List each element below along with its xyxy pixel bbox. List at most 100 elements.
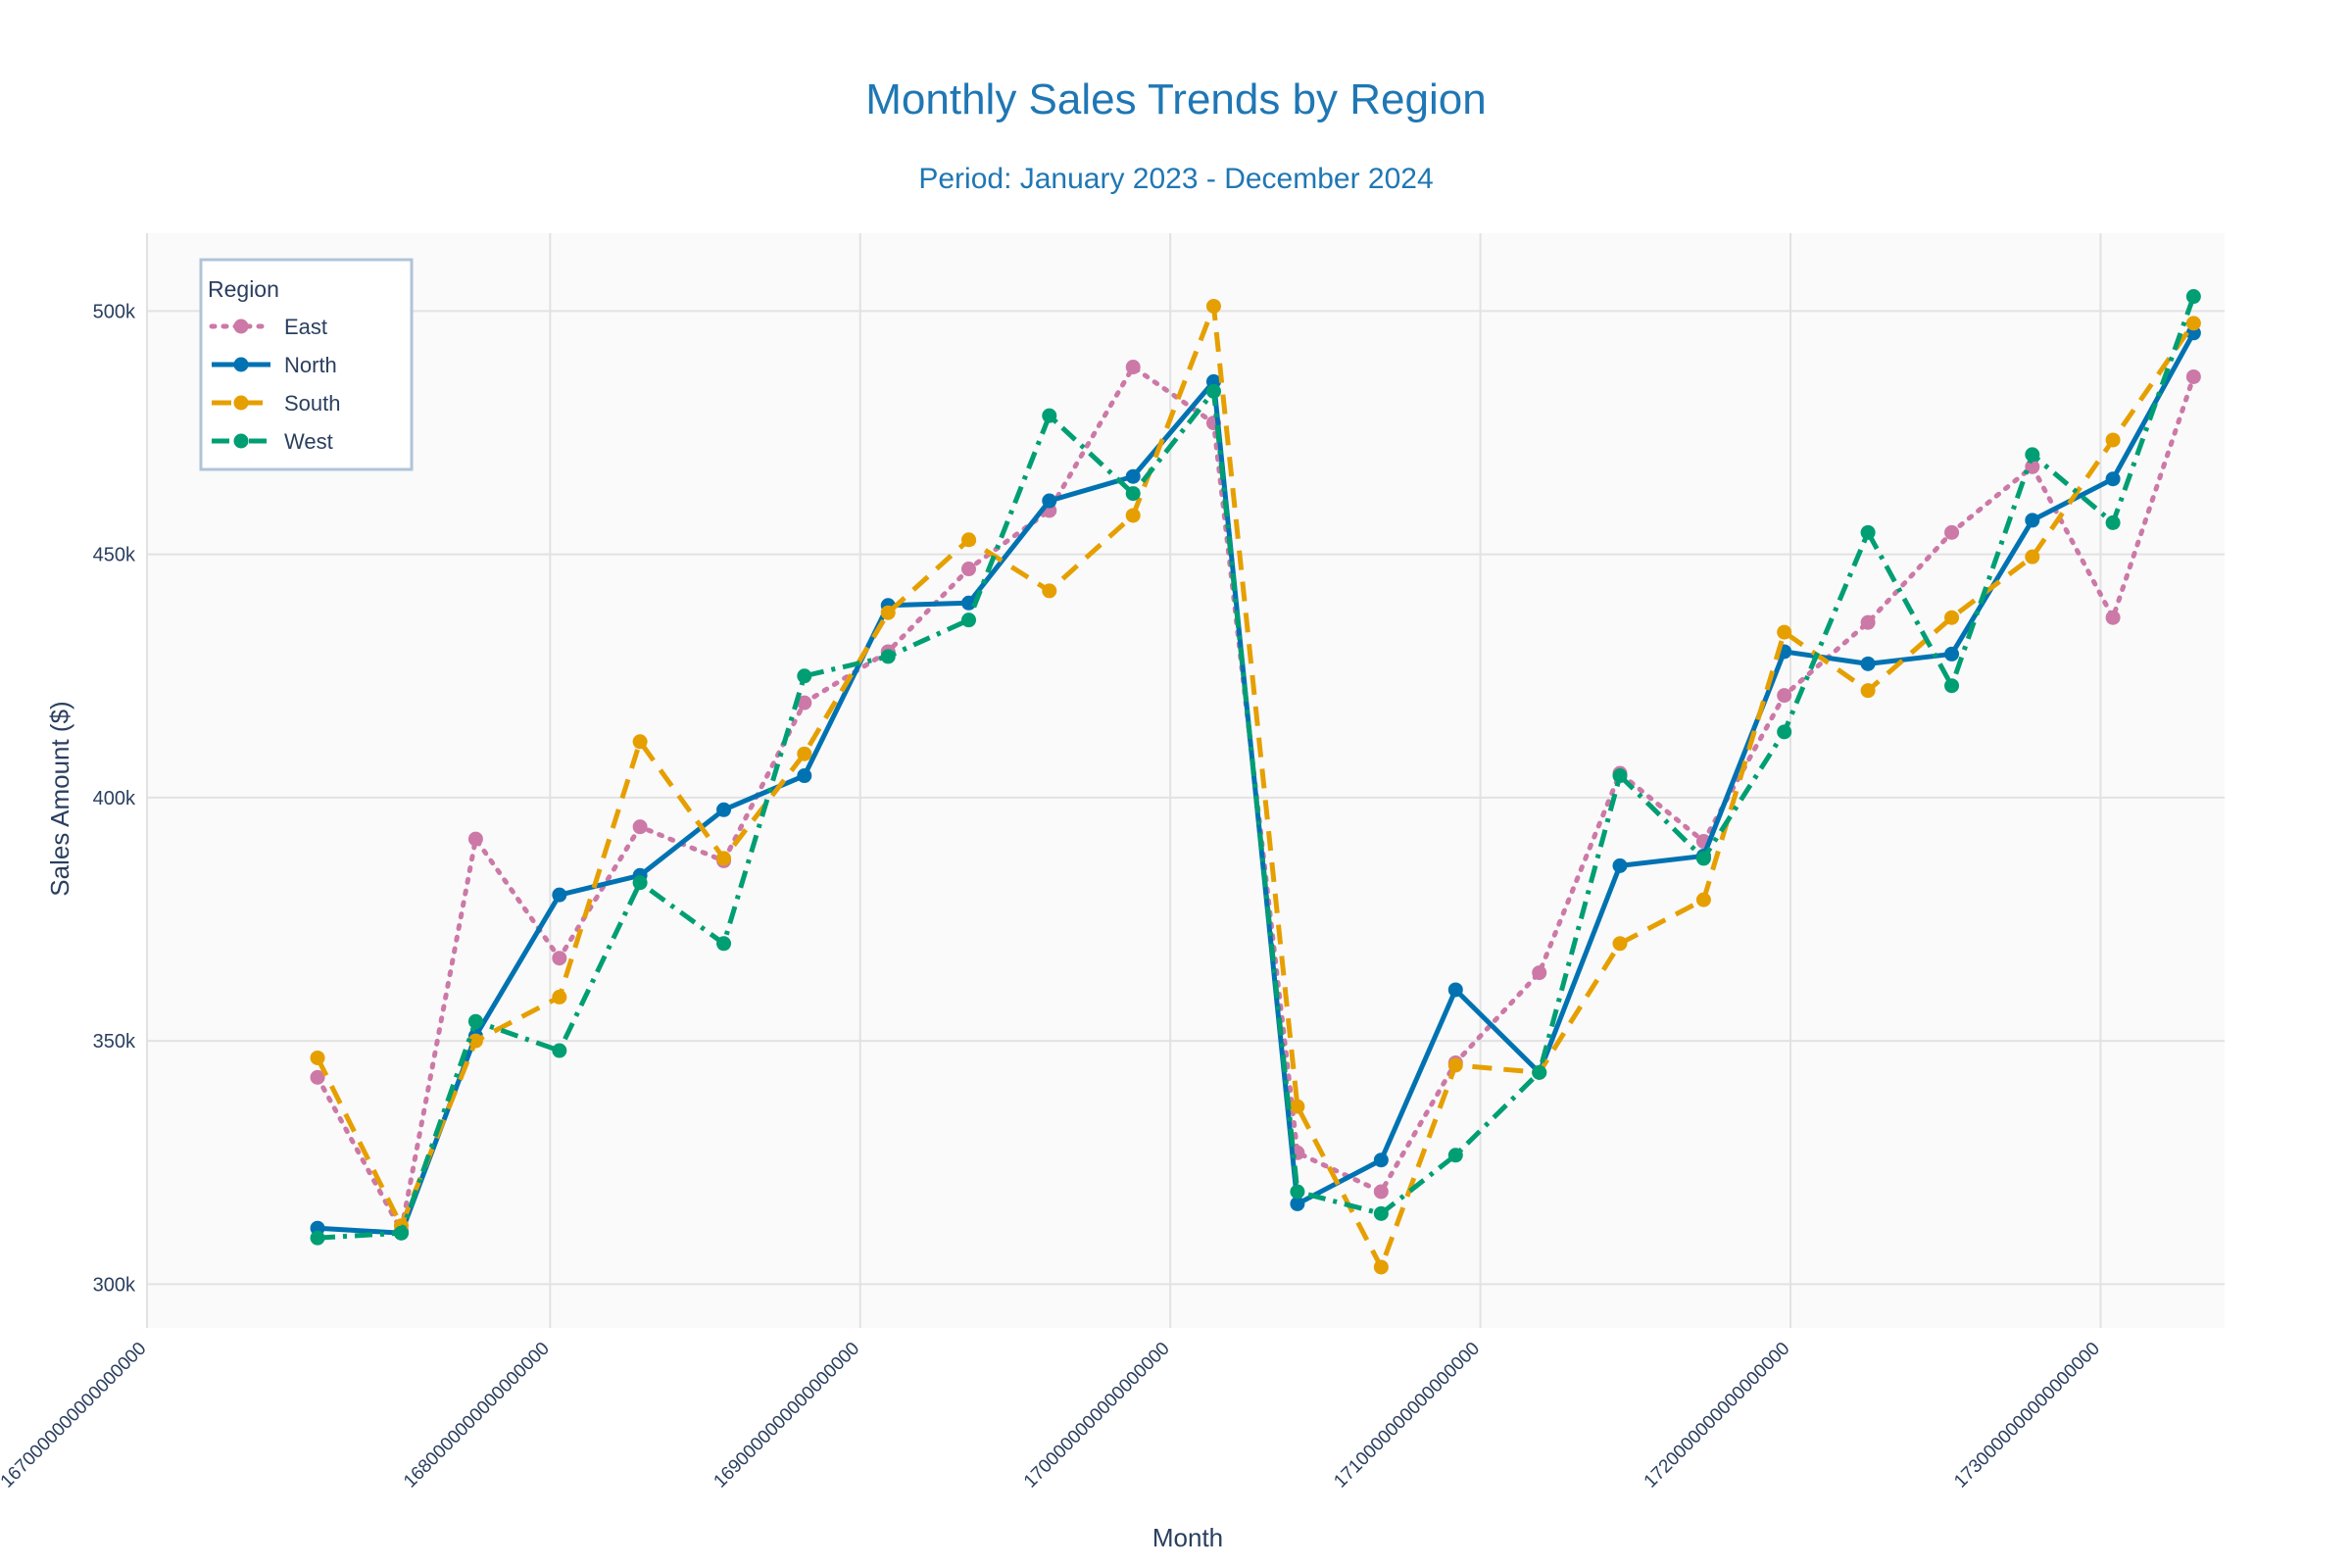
legend-items: East North South West [209,315,341,454]
data-point [552,1043,567,1058]
data-point [1447,1057,1463,1073]
data-point [2025,513,2040,528]
data-point [1125,468,1141,484]
data-point [552,989,567,1004]
data-point [1373,1205,1389,1221]
legend-item-west[interactable]: West [212,429,333,454]
chart-subtitle: Period: January 2023 - December 2024 [918,163,1433,195]
data-point [2105,432,2121,448]
y-tick-label: 500k [93,301,136,322]
data-point [1860,614,1876,630]
data-point [961,612,977,628]
data-point [310,1230,325,1246]
data-point [2105,610,2121,625]
data-point [797,695,812,710]
y-axis-title: Sales Amount ($) [45,701,74,896]
data-point [1944,610,1960,625]
data-point [797,668,812,684]
data-point [1290,1099,1305,1114]
data-point [632,734,648,750]
series-line [317,331,2196,1236]
y-axis-ticks: 300k 350k 400k 450k 500k [93,301,136,1296]
data-point [1125,486,1141,502]
data-point [797,768,812,784]
data-point [1695,851,1711,866]
data-point [1532,965,1547,981]
y-tick-label: 300k [93,1274,136,1296]
data-point [1532,1064,1547,1080]
data-point [1777,624,1792,640]
data-point [1860,524,1876,540]
data-point [467,831,483,847]
data-point [552,887,567,903]
data-point [632,819,648,835]
series-layer [310,289,2201,1275]
legend-label: North [284,353,337,377]
data-point [716,851,732,866]
data-point [2185,368,2201,384]
data-point [2025,447,2040,463]
data-point [310,1069,325,1085]
legend: Region East North South West [199,258,414,471]
data-point [1944,524,1960,540]
legend-label: East [284,315,327,339]
y-tick-label: 400k [93,788,136,809]
series-west [310,289,2201,1246]
y-tick-label: 450k [93,545,136,566]
data-point [1042,408,1057,423]
data-point [1944,678,1960,694]
data-point [393,1225,409,1241]
data-point [552,951,567,966]
data-point [1290,1196,1305,1211]
data-point [1290,1184,1305,1200]
legend-label: West [284,429,333,454]
legend-marker [233,433,249,449]
data-point [961,595,977,611]
data-point [1860,656,1876,671]
data-point [2185,289,2201,305]
data-point [2105,514,2121,530]
data-point [467,1033,483,1049]
legend-item-north[interactable]: North [212,353,337,377]
data-point [2185,316,2201,331]
data-point [716,936,732,952]
data-point [1944,646,1960,662]
legend-marker [233,318,249,334]
data-point [1042,493,1057,509]
legend-item-south[interactable]: South [212,391,341,416]
data-point [467,1013,483,1029]
data-point [1373,1152,1389,1168]
data-point [310,1050,325,1065]
data-point [797,746,812,761]
data-point [1695,892,1711,907]
data-point [1042,583,1057,599]
legend-item-east[interactable]: East [209,315,327,339]
data-point [1125,508,1141,523]
data-point [1612,858,1628,873]
data-point [1860,683,1876,699]
data-point [1612,768,1628,784]
data-point [2025,459,2040,474]
y-tick-label: 350k [93,1031,136,1053]
chart-title: Monthly Sales Trends by Region [865,75,1486,123]
data-point [1125,360,1141,375]
legend-title: Region [208,276,279,302]
data-point [1205,383,1221,399]
data-point [1373,1184,1389,1200]
data-point [961,562,977,577]
data-point [1205,298,1221,314]
data-point [880,605,896,620]
data-point [1373,1259,1389,1275]
data-point [716,802,732,817]
data-point [880,649,896,664]
data-point [1447,982,1463,998]
data-point [2105,471,2121,487]
legend-label: South [284,391,341,416]
series-line [317,295,2196,1241]
plot-area [147,233,2225,1328]
data-point [1612,936,1628,952]
data-point [1447,1148,1463,1163]
data-point [1777,688,1792,704]
x-axis-title: Month [1152,1523,1223,1552]
